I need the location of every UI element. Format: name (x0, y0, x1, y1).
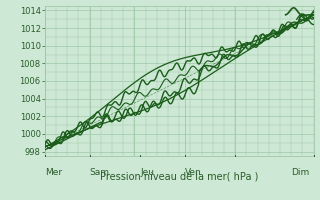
Text: Jeu: Jeu (140, 168, 154, 177)
X-axis label: Pression niveau de la mer( hPa ): Pression niveau de la mer( hPa ) (100, 172, 258, 182)
Text: Mer: Mer (45, 168, 62, 177)
Text: Sam: Sam (90, 168, 109, 177)
Text: Ven: Ven (185, 168, 202, 177)
Text: Dim: Dim (291, 168, 309, 177)
